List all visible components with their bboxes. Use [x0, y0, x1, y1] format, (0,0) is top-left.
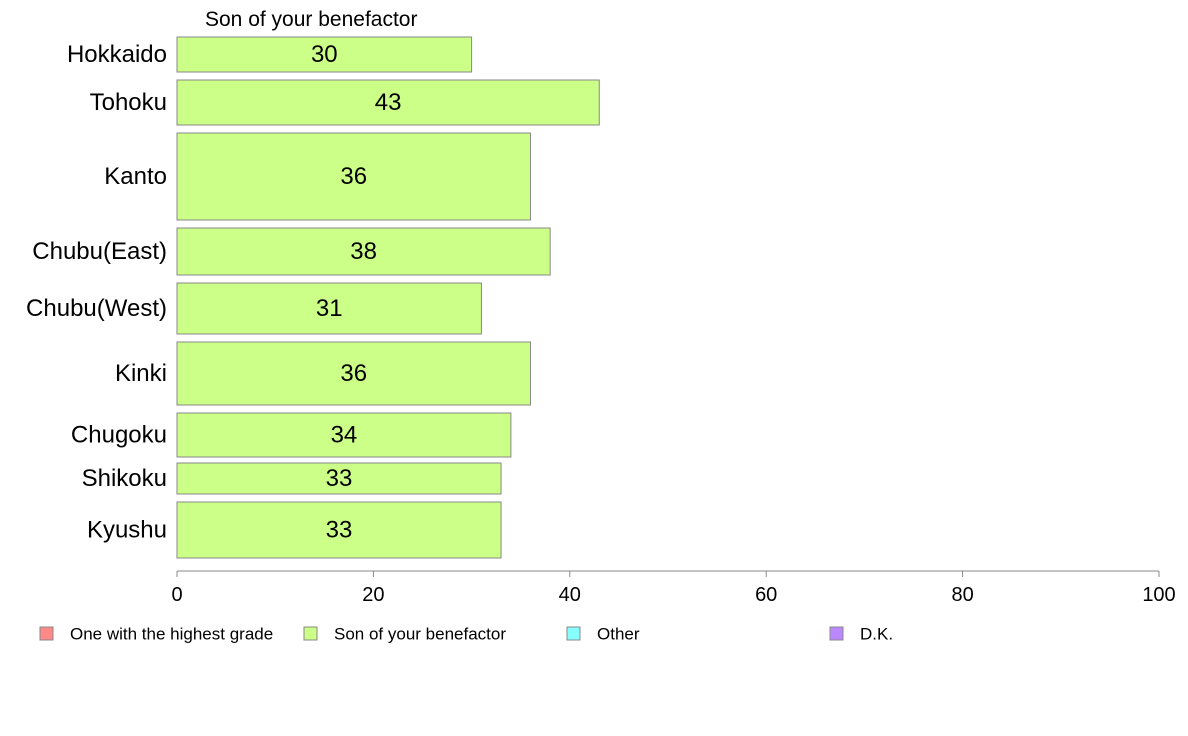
legend-swatch: [39, 626, 54, 641]
x-tick-label: 0: [171, 584, 182, 606]
bar: [176, 36, 473, 73]
value-label: 33: [326, 517, 353, 544]
bar: [176, 341, 532, 406]
bar: [176, 79, 600, 126]
category-label: Kanto: [104, 163, 167, 190]
value-label: 43: [375, 89, 402, 116]
series-title: Son of your benefactor: [205, 8, 417, 31]
bar: [176, 227, 551, 276]
legend-swatch: [303, 626, 318, 641]
category-label: Chubu(East): [32, 238, 167, 265]
x-tick-label: 60: [755, 584, 777, 606]
legend-label: Other: [597, 625, 640, 644]
legend-label: One with the highest grade: [70, 625, 273, 644]
category-label: Chubu(West): [26, 295, 167, 322]
value-label: 34: [331, 422, 358, 449]
x-tick-label: 100: [1142, 584, 1175, 606]
x-tick-label: 20: [362, 584, 384, 606]
value-label: 36: [340, 163, 367, 190]
x-axis: 0 20 40 60 80 100: [171, 570, 1176, 606]
category-label: Tohoku: [90, 89, 167, 116]
value-label: 33: [326, 465, 353, 492]
value-label: 31: [316, 295, 343, 322]
legend-label: Son of your benefactor: [334, 625, 506, 644]
bar: [176, 282, 482, 335]
bar: [176, 132, 532, 221]
bar: [176, 501, 502, 559]
value-label: 30: [311, 41, 338, 68]
category-label: Shikoku: [82, 465, 167, 492]
bars-group: Hokkaido 30 Tohoku 43 Kanto 36 Chubu(East) 38 Ch…: [26, 36, 600, 559]
legend: One with the highest grade Son of your be…: [39, 625, 893, 644]
value-label: 38: [350, 238, 377, 265]
value-label: 36: [340, 360, 367, 387]
bar: [176, 462, 502, 495]
legend-label: D.K.: [860, 625, 893, 644]
x-tick-label: 40: [559, 584, 581, 606]
category-label: Kinki: [115, 360, 167, 387]
legend-swatch: [566, 626, 581, 641]
x-tick-label: 80: [951, 584, 973, 606]
category-label: Kyushu: [87, 517, 167, 544]
legend-swatch: [829, 626, 844, 641]
bar: [176, 412, 512, 458]
category-label: Chugoku: [71, 422, 167, 449]
category-label: Hokkaido: [67, 41, 167, 68]
